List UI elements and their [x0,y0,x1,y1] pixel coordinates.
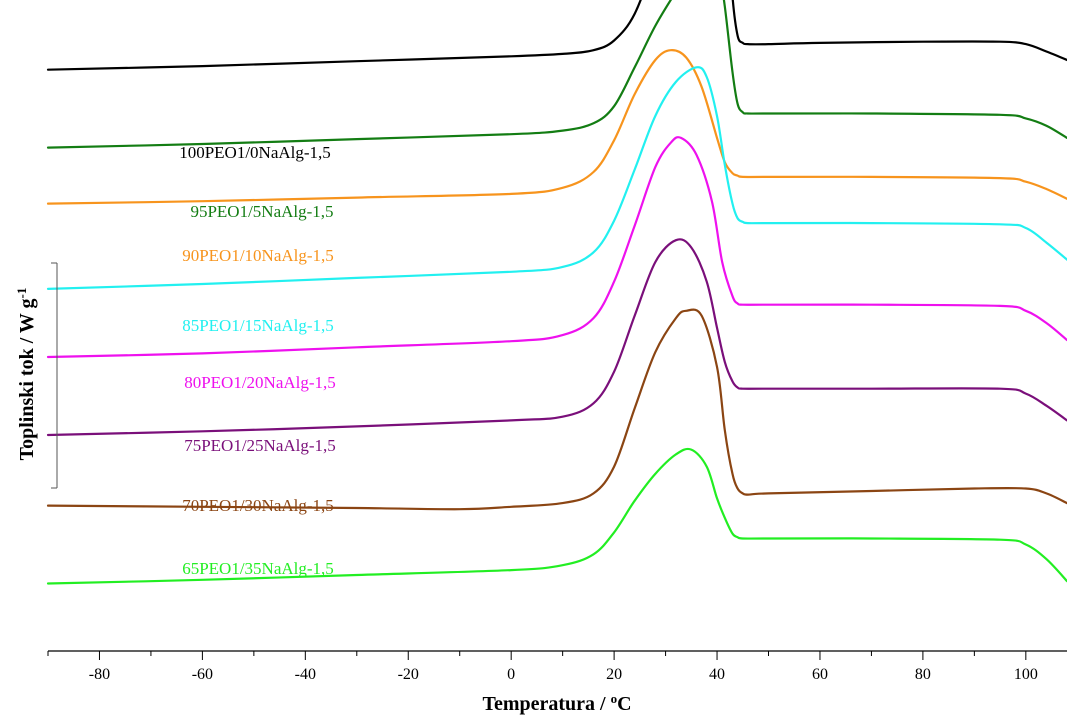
x-tick-label: -80 [89,666,110,683]
series-label-5: 75PEO1/25NaAlg-1,5 [184,436,336,455]
x-tick-label: 80 [915,666,931,683]
x-axis-title: Temperatura / oC [482,691,631,715]
series-line-6 [46,308,1067,511]
y-scale-bar [51,262,58,489]
series-label-0: 100PEO1/0NaAlg-1,5 [179,143,331,162]
series-line-7 [46,447,1067,585]
series-label-7: 65PEO1/35NaAlg-1,5 [182,559,334,578]
series-label-2: 90PEO1/10NaAlg-1,5 [182,246,334,265]
y-axis-title: Toplinski tok / W g-1 [14,288,38,461]
x-tick-label: -60 [192,666,213,683]
series-labels-group: 100PEO1/0NaAlg-1,5 95PEO1/5NaAlg-1,5 90PEO… [179,143,336,578]
curves-group [46,0,1067,585]
x-tick-label: 40 [709,666,725,683]
series-label-3: 85PEO1/15NaAlg-1,5 [182,316,334,335]
x-tick-label: 60 [812,666,828,683]
series-line-0 [46,0,1067,71]
series-line-5 [46,238,1067,437]
series-label-1: 95PEO1/5NaAlg-1,5 [190,202,333,221]
series-line-3 [46,66,1067,290]
x-tick-label: 0 [507,666,515,683]
x-tick-label: -20 [398,666,419,683]
series-label-4: 80PEO1/20NaAlg-1,5 [184,373,336,392]
x-tick-label: 20 [606,666,622,683]
series-label-6: 70PEO1/30NaAlg-1,5 [182,496,334,515]
x-tick-label: 100 [1014,666,1038,683]
series-line-1 [46,0,1067,149]
series-line-2 [46,49,1067,205]
x-axis: -80 -60 -40 -20 0 20 40 60 80 100 [47,650,1067,683]
series-line-4 [46,136,1067,359]
x-tick-label: -40 [295,666,316,683]
